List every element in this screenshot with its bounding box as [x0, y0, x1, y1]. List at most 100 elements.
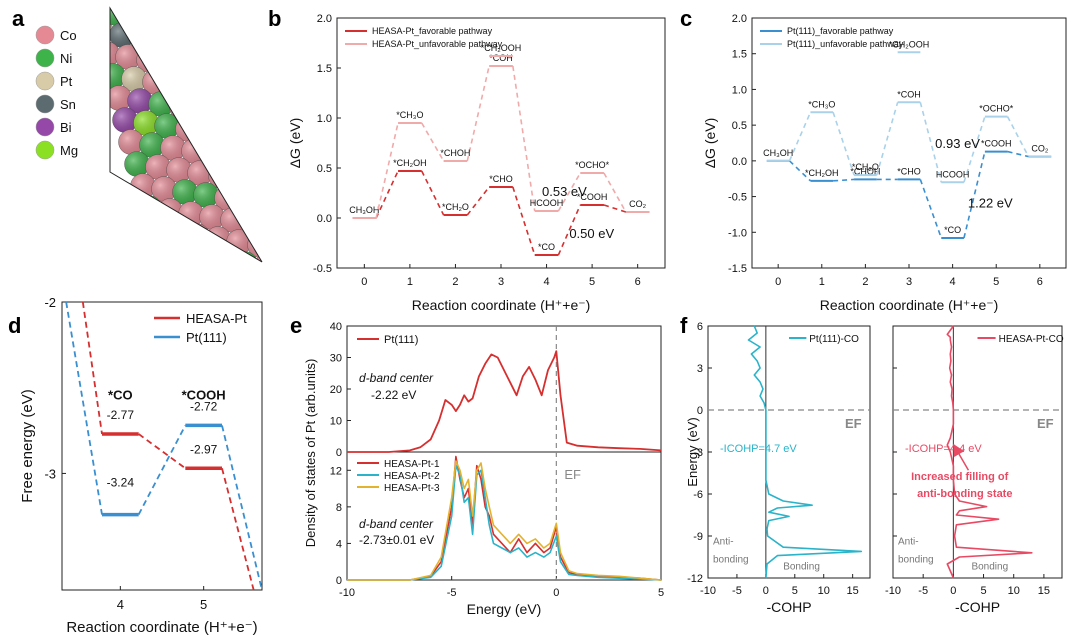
barrier-label: 0.93 eV — [935, 136, 980, 151]
atom-co — [205, 78, 231, 104]
x-tick-label: 5 — [792, 585, 798, 597]
atom-ni — [172, 31, 198, 57]
intermediate-label: *CO — [538, 242, 555, 252]
intermediate-label: *CH₂O — [852, 162, 879, 172]
atom-ni — [223, 144, 249, 170]
atom-shade — [151, 176, 177, 202]
pathway-connector — [832, 112, 855, 176]
atom-shade — [241, 210, 262, 236]
atom-shade — [83, 0, 108, 23]
y-tick-label: 2.0 — [317, 13, 332, 25]
atom-shade — [247, 84, 262, 110]
atom-co — [151, 28, 177, 54]
intermediate-label: *OCHO* — [979, 104, 1014, 114]
pathway-connector — [557, 172, 581, 212]
x-tick-label: -10 — [700, 585, 716, 597]
value-label: -3.24 — [107, 476, 135, 490]
atom-ni — [238, 125, 262, 151]
icohp-label: -ICOHP=4.4 eV — [905, 443, 982, 455]
atom-shade — [166, 157, 192, 183]
atom-shade — [142, 217, 168, 243]
dband-label: d-band center — [359, 517, 434, 531]
atom-shade — [148, 239, 174, 262]
x-tick-label: 4 — [543, 276, 549, 288]
y-tick-label: 1.5 — [317, 63, 332, 75]
element-legend: Co Ni Pt Sn Bi Mg — [35, 25, 78, 160]
atom-shade — [124, 8, 150, 29]
atom-shade — [178, 53, 204, 79]
atom-shade — [229, 18, 255, 44]
atom-co — [235, 40, 261, 66]
atom-shade — [160, 135, 186, 161]
atom-shade — [166, 9, 192, 35]
pathway-connector — [833, 178, 855, 182]
y-tick-label: -1.0 — [728, 227, 747, 239]
intermediate-label: *CHOH — [850, 166, 880, 176]
atom-co — [217, 122, 243, 148]
atom-shade — [244, 147, 262, 173]
intermediate-label: HCOOH — [530, 198, 564, 208]
atom-shade — [275, 258, 300, 283]
atom-shade — [118, 129, 144, 155]
atom-co — [275, 258, 300, 283]
atom-shade — [232, 251, 258, 262]
atom-shade — [193, 182, 219, 208]
atom-bi — [130, 25, 156, 51]
intermediate-label: CH₃OH — [763, 148, 793, 158]
x-tick-label: 10 — [1008, 585, 1020, 597]
atom-shade — [269, 88, 294, 113]
x-tick-label: 0 — [775, 276, 781, 288]
x-tick-label: 5 — [589, 276, 595, 288]
pathway-connector — [919, 179, 943, 239]
x-tick-label: -5 — [732, 585, 742, 597]
y-tick-label: 0.0 — [732, 156, 747, 168]
atom-shade — [163, 220, 189, 246]
intermediate-label: *COOH — [981, 139, 1012, 149]
legend-label: HEASA-Pt_favorable pathway — [372, 26, 493, 36]
y-axis-label: Density of states of Pt (arb.units) — [303, 359, 318, 548]
pathway-connector — [375, 122, 399, 219]
atom-ni — [211, 248, 237, 262]
atom-shade — [157, 50, 183, 76]
atom-ni — [124, 8, 150, 29]
atom-co — [272, 173, 297, 198]
atom-shade — [184, 223, 210, 249]
legend-dot-Co — [35, 25, 55, 45]
atom-shade — [133, 110, 159, 136]
y-tick-label: 0.5 — [732, 120, 747, 132]
pathway-connector — [875, 102, 899, 176]
atom-shade — [211, 100, 237, 126]
atom-shade — [190, 245, 216, 262]
atom-pt — [284, 217, 309, 242]
pathway-connector — [421, 170, 445, 216]
atom-shade — [235, 188, 261, 214]
x-tick-label: 6 — [1037, 276, 1043, 288]
intermediate-label: *CH₂OH — [393, 158, 427, 168]
atom-shade — [151, 28, 177, 54]
y-tick-label: 0.5 — [317, 163, 332, 175]
step-label: *COOH — [182, 388, 226, 403]
dband-value: -2.22 eV — [371, 388, 416, 402]
atom-shade — [110, 63, 126, 89]
pathway-connector — [421, 122, 445, 162]
legend-label: HEASA-Pt-3 — [384, 483, 440, 494]
legend-label: HEASA-Pt — [186, 311, 247, 326]
x-tick-label: 4 — [117, 597, 124, 612]
antibonding-label-2: bonding — [713, 555, 749, 566]
x-tick-label: 0 — [553, 587, 559, 599]
y-tick-label: 8 — [336, 502, 342, 514]
atom-co — [253, 106, 262, 132]
fermi-label: EF — [1037, 416, 1054, 431]
atom-ni — [145, 8, 171, 32]
legend-label: HEASA-Pt_unfavorable pathway — [372, 39, 503, 49]
y-tick-label: -0.5 — [313, 263, 332, 275]
atom-ni — [256, 191, 262, 217]
atom-ni — [190, 97, 216, 123]
atom-shade — [124, 151, 150, 177]
atom-shade — [190, 97, 216, 123]
dos-curve — [347, 460, 662, 581]
x-tick-label: 1 — [407, 276, 413, 288]
pathway-connector — [788, 160, 811, 182]
legend-label-Pt: Pt — [60, 74, 73, 89]
y-tick-label: -2 — [44, 295, 56, 310]
